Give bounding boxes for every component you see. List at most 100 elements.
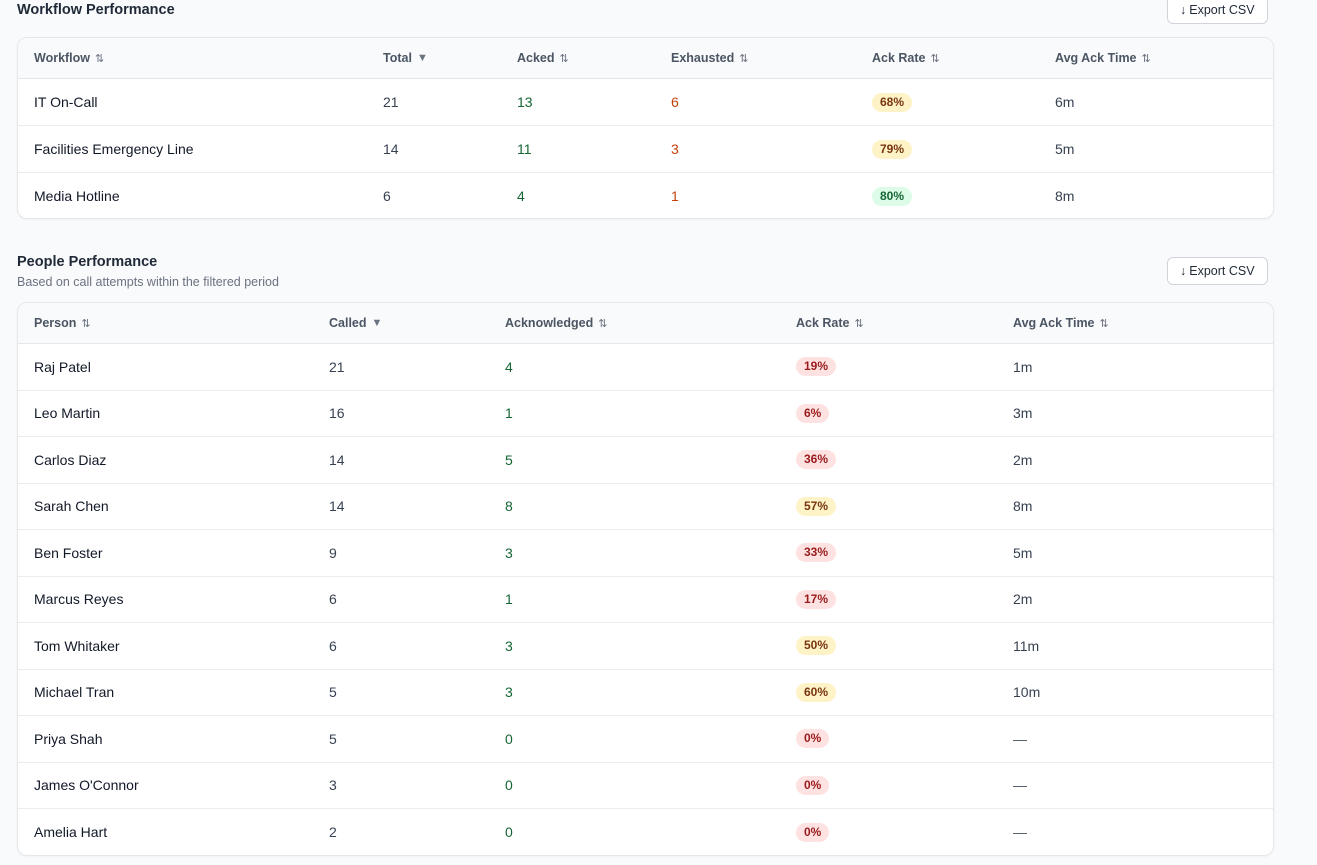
people-export-csv-button[interactable]: ↓ Export CSV [1167, 257, 1268, 285]
avg-ack-time-value: 8m [1013, 498, 1033, 515]
arrow-down-icon: ↓ [1180, 264, 1187, 278]
exhausted-count-value: 3 [671, 141, 679, 157]
acknowledged-count: 1 [505, 577, 513, 623]
avg-ack-time: 2m [1013, 437, 1032, 483]
acked-count: 13 [517, 79, 533, 125]
table-row[interactable]: Ben Foster 9 3 33% 5m [18, 530, 1273, 577]
table-row[interactable]: Amelia Hart 2 0 0% — [18, 809, 1273, 855]
person-name: Tom Whitaker [34, 623, 120, 669]
person-name: Amelia Hart [34, 809, 108, 855]
called-count: 3 [329, 763, 337, 809]
acknowledged-count: 4 [505, 344, 513, 390]
person-name-value: Michael Tran [34, 684, 115, 701]
ack-rate-badge: 0% [796, 763, 830, 809]
table-row[interactable]: Media Hotline 6 4 1 80% 8m [18, 173, 1273, 218]
person-name: Sarah Chen [34, 484, 109, 530]
sort-icon: ⇅ [81, 317, 91, 330]
people-performance-subtitle: Based on call attempts within the filter… [17, 275, 279, 289]
column-header-ack-rate[interactable]: Ack Rate ⇅ [872, 51, 940, 65]
avg-ack-time: 5m [1013, 530, 1032, 576]
sort-icon: ⇅ [1099, 317, 1109, 330]
ack-rate-badge-value: 17% [796, 589, 837, 609]
called-count: 16 [329, 391, 345, 437]
acknowledged-count-value: 4 [505, 358, 513, 375]
ack-rate-badge-value: 33% [796, 543, 837, 563]
table-row[interactable]: Tom Whitaker 6 3 50% 11m [18, 623, 1273, 670]
person-name: Michael Tran [34, 670, 114, 716]
person-name: Leo Martin [34, 391, 100, 437]
called-count-value: 6 [329, 637, 337, 654]
avg-ack-time: — [1013, 763, 1027, 809]
column-header-avg-ack-time[interactable]: Avg Ack Time ⇅ [1013, 316, 1109, 330]
column-header-total[interactable]: Total ▼ [383, 51, 428, 65]
acknowledged-count: 0 [505, 809, 513, 855]
table-row[interactable]: Priya Shah 5 0 0% — [18, 716, 1273, 763]
column-header-acked[interactable]: Acked ⇅ [517, 51, 569, 65]
table-row[interactable]: Carlos Diaz 14 5 36% 2m [18, 437, 1273, 484]
workflow-export-csv-button[interactable]: ↓ Export CSV [1167, 0, 1268, 24]
avg-ack-time: 8m [1013, 484, 1032, 530]
table-row[interactable]: Facilities Emergency Line 14 11 3 79% 5m [18, 126, 1273, 173]
column-header-avg-ack-time[interactable]: Avg Ack Time ⇅ [1055, 51, 1151, 65]
acknowledged-count-value: 5 [505, 451, 513, 468]
called-count: 5 [329, 716, 337, 762]
avg-ack-time: 10m [1013, 670, 1040, 716]
table-row[interactable]: IT On-Call 21 13 6 68% 6m [18, 79, 1273, 126]
column-header-ack-rate[interactable]: Ack Rate ⇅ [796, 316, 864, 330]
avg-ack-time-value: 11m [1013, 637, 1040, 654]
called-count-value: 21 [329, 358, 345, 375]
total-count: 21 [383, 79, 399, 125]
table-row[interactable]: Leo Martin 16 1 6% 3m [18, 391, 1273, 437]
sort-icon: ⇅ [739, 52, 749, 65]
avg-ack-time-value: 2m [1013, 451, 1033, 468]
avg-ack-time-value: 3m [1013, 405, 1033, 422]
total-count-value: 14 [383, 141, 399, 157]
acknowledged-count: 1 [505, 391, 513, 437]
table-row[interactable]: Marcus Reyes 6 1 17% 2m [18, 577, 1273, 623]
acknowledged-count-value: 1 [505, 591, 513, 608]
people-table-header: Person ⇅ Called ▼ Acknowledged ⇅ Ack Rate ⇅ … [18, 303, 1273, 344]
avg-ack-time: 2m [1013, 577, 1032, 623]
ack-rate-badge-value: 68% [872, 92, 913, 112]
column-header-acknowledged[interactable]: Acknowledged ⇅ [505, 316, 608, 330]
table-row[interactable]: James O'Connor 3 0 0% — [18, 763, 1273, 809]
ack-rate-badge: 50% [796, 623, 837, 669]
acked-count: 11 [517, 126, 532, 172]
person-name: Marcus Reyes [34, 577, 123, 623]
sort-icon: ⇅ [95, 52, 105, 65]
acknowledged-count-value: 1 [505, 405, 513, 422]
ack-rate-badge: 19% [796, 344, 837, 390]
table-row[interactable]: Sarah Chen 14 8 57% 8m [18, 484, 1273, 530]
column-header-workflow[interactable]: Workflow ⇅ [34, 51, 105, 65]
acknowledged-count-value: 3 [505, 544, 513, 561]
called-count-value: 5 [329, 684, 337, 701]
ack-rate-badge-value: 0% [796, 822, 830, 842]
called-count-value: 9 [329, 544, 337, 561]
called-count: 6 [329, 623, 337, 669]
person-name-value: Amelia Hart [34, 824, 108, 841]
ack-rate-badge-value: 57% [796, 496, 837, 516]
table-row[interactable]: Michael Tran 5 3 60% 10m [18, 670, 1273, 716]
ack-rate-badge-value: 19% [796, 357, 837, 377]
person-name-value: Carlos Diaz [34, 451, 107, 468]
acknowledged-count-value: 0 [505, 824, 513, 841]
table-row[interactable]: Raj Patel 21 4 19% 1m [18, 344, 1273, 391]
person-name-value: Raj Patel [34, 358, 91, 375]
person-name-value: James O'Connor [34, 777, 139, 794]
avg-ack-time: 5m [1055, 126, 1074, 172]
ack-rate-badge: 79% [872, 126, 913, 172]
called-count: 14 [329, 437, 345, 483]
column-header-called[interactable]: Called ▼ [329, 316, 383, 330]
called-count: 6 [329, 577, 337, 623]
ack-rate-badge-value: 60% [796, 682, 837, 702]
ack-rate-badge: 60% [796, 670, 837, 716]
workflow-name: IT On-Call [34, 79, 98, 125]
column-header-exhausted[interactable]: Exhausted ⇅ [671, 51, 749, 65]
workflow-name-value: Media Hotline [34, 188, 120, 204]
column-header-person[interactable]: Person ⇅ [34, 316, 91, 330]
called-count: 14 [329, 484, 345, 530]
ack-rate-badge-value: 79% [872, 139, 913, 159]
person-name-value: Marcus Reyes [34, 591, 124, 608]
acked-count-value: 11 [517, 141, 532, 157]
exhausted-count-value: 1 [671, 188, 679, 204]
